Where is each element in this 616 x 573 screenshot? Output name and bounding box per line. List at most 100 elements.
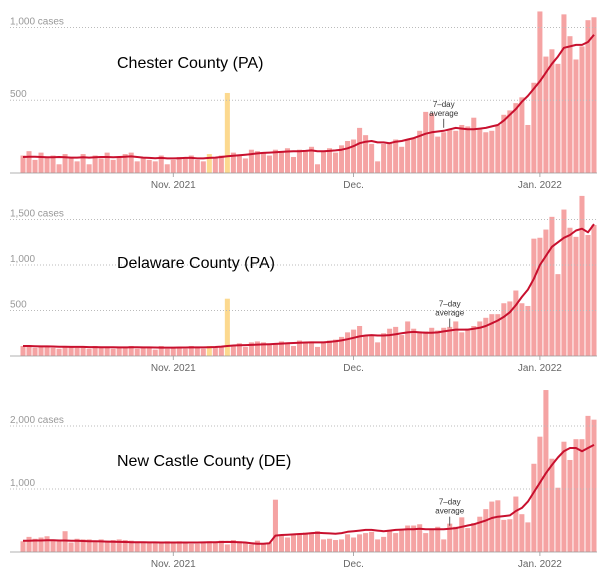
bar (495, 500, 501, 552)
average-line (23, 444, 595, 545)
bar (308, 146, 315, 173)
bar (561, 441, 567, 552)
bar (26, 345, 32, 356)
bar (525, 124, 531, 173)
bar (104, 540, 110, 552)
bar (224, 92, 230, 173)
bar (591, 225, 597, 356)
bar (501, 114, 507, 173)
bar (531, 82, 537, 173)
bar (32, 159, 38, 173)
bar (110, 540, 116, 552)
bar (435, 526, 441, 552)
bar (357, 127, 363, 173)
bar (375, 539, 381, 552)
bar (381, 333, 387, 356)
x-tick-label: Jan. 2022 (518, 559, 562, 570)
bar (435, 330, 441, 356)
bar (333, 152, 339, 173)
x-tick-label: Nov. 2021 (151, 363, 196, 374)
y-tick-label: 1,500 cases (10, 209, 64, 220)
bar (483, 317, 489, 356)
bar (507, 519, 513, 552)
bar (453, 130, 459, 173)
bar (98, 158, 104, 173)
bar (200, 348, 206, 356)
bar (573, 59, 579, 173)
bar (290, 345, 296, 356)
y-tick-label: 500 (10, 300, 27, 311)
bar (387, 142, 393, 173)
bar (92, 345, 98, 356)
bar (266, 344, 272, 356)
bar (152, 349, 158, 356)
bar (465, 528, 471, 552)
bar (321, 539, 327, 552)
bar (32, 538, 38, 552)
bar (38, 152, 44, 173)
bar (423, 533, 429, 552)
bar (236, 541, 242, 552)
bar (314, 531, 321, 552)
bar (308, 341, 315, 356)
bar (519, 303, 525, 356)
bar (345, 534, 351, 552)
bar (417, 130, 423, 173)
bar (399, 530, 405, 552)
bar (128, 540, 134, 552)
bar (302, 342, 309, 356)
bar (86, 539, 92, 552)
bar (26, 151, 32, 173)
bar (272, 499, 278, 552)
bar (128, 345, 134, 356)
bar (357, 534, 363, 552)
bar (405, 139, 411, 173)
bar (513, 103, 519, 173)
bar (98, 539, 104, 552)
bar (471, 325, 477, 356)
bar (591, 419, 597, 552)
bar (296, 340, 303, 356)
bar (357, 325, 363, 356)
bar (146, 159, 152, 173)
bar (56, 540, 62, 552)
bar (116, 156, 122, 173)
bar (387, 328, 393, 356)
bar (585, 235, 591, 356)
bar (176, 346, 182, 356)
bar (513, 290, 519, 356)
bar (507, 110, 513, 173)
bar (327, 148, 333, 173)
bar (116, 346, 122, 356)
bar (585, 20, 591, 173)
bar (435, 136, 441, 173)
bar (375, 342, 381, 356)
bar (284, 343, 290, 356)
bar (429, 528, 435, 552)
bar (44, 346, 50, 356)
bar (164, 348, 170, 356)
bar (20, 345, 26, 356)
bar (38, 345, 44, 356)
bar (579, 195, 585, 356)
bar (543, 56, 549, 174)
bar (248, 544, 254, 552)
bar (549, 216, 555, 356)
y-tick-label: 1,000 cases (10, 16, 64, 27)
bar (471, 117, 477, 173)
bar (56, 348, 62, 356)
bar (200, 161, 206, 173)
bar (363, 335, 369, 356)
panel-title: New Castle County (DE) (117, 453, 291, 470)
bar (345, 332, 351, 356)
bar (314, 346, 321, 356)
bar (236, 343, 242, 356)
bar (290, 534, 296, 552)
bar (459, 517, 465, 552)
bar (321, 151, 327, 173)
bar (375, 161, 381, 173)
bar (411, 138, 417, 173)
bar (218, 540, 224, 552)
bar (110, 159, 116, 173)
bar (339, 539, 345, 552)
